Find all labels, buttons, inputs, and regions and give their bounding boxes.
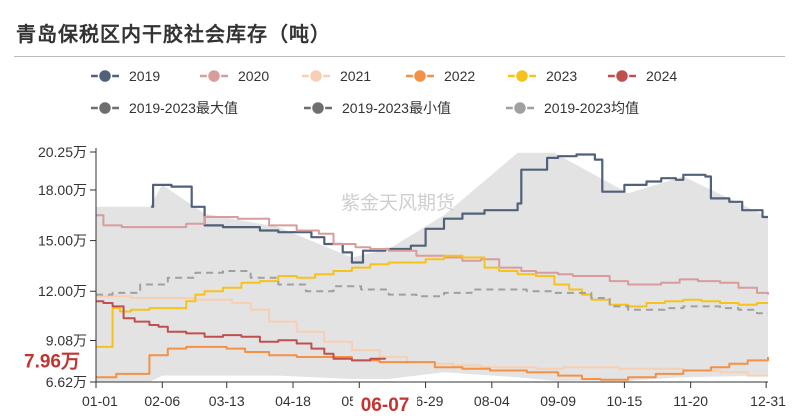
y-tick-label: 9.08万 [46,332,87,348]
legend-item-2021: 2021 [302,68,371,84]
legend-label: 2019-2023最小值 [342,100,451,116]
legend-swatch-dot [97,100,113,116]
x-tick-label: 03-13 [209,393,245,409]
legend-label: 2023 [546,68,577,84]
x-tick-label: 10-15 [606,393,642,409]
legend-swatch-dot [614,68,630,84]
legend: 2019 2020 2021 2022 2023 2024 2019-2023最大值 2019… [91,68,677,116]
series-line-2024 [96,300,387,362]
legend-swatch-dot [512,100,528,116]
series-line-2020 [96,214,769,295]
legend-item-2019-2023最大值: 2019-2023最大值 [91,100,238,116]
legend-item-2022: 2022 [406,68,475,84]
legend-label: 2019-2023最大值 [129,100,238,116]
legend-item-2019-2023最小值: 2019-2023最小值 [304,100,451,116]
y-tick-label: 18.00万 [38,182,87,198]
legend-item-2019-2023均值: 2019-2023均值 [506,100,639,116]
series-line-2019-2023均值 [96,270,768,315]
y-tick-label: 6.62万 [46,374,87,390]
legend-item-2023: 2023 [508,68,577,84]
title-divider [14,56,785,57]
legend-swatch-dot [310,100,326,116]
series-line-2022 [96,345,769,381]
band-layer [96,152,768,382]
legend-item-2024: 2024 [608,68,677,84]
legend-item-2020: 2020 [200,68,269,84]
y-tick-label: 15.00万 [38,233,87,249]
y-highlight-bg [14,347,84,372]
legend-label: 2019 [129,68,160,84]
x-tick-label: 11-20 [673,393,708,409]
series-line-2023 [96,254,768,348]
x-tick-label: 09-09 [540,393,576,409]
legend-swatch-dot [514,68,530,84]
y-tick-label: 12.00万 [38,283,87,299]
legend-label: 2021 [340,68,371,84]
x-tick-label: 08-04 [474,393,510,409]
y-tick-label: 20.25万 [38,144,87,160]
legend-item-2019: 2019 [91,68,160,84]
x-highlight-bg [353,388,418,416]
legend-label: 2020 [238,68,269,84]
legend-label: 2022 [444,68,475,84]
x-tick-label: 04-18 [275,393,311,409]
legend-swatch-dot [412,68,428,84]
legend-swatch-dot [206,68,222,84]
highlight-layer: 7.96万 06-07 [14,347,418,416]
series-line-2019 [151,153,768,264]
series-layer [96,153,769,381]
legend-swatch-dot [97,68,113,84]
x-tick-label: 12-31 [750,393,786,409]
chart-title: 青岛保税区内干胶社会库存（吨） [16,22,331,46]
min-max-band [96,152,768,382]
legend-swatch-dot [308,68,324,84]
x-tick-label: 01-01 [82,393,118,409]
watermark: 紫金天风期货 [341,192,455,214]
legend-label: 2019-2023均值 [544,100,639,116]
x-highlight-label: 06-07 [361,395,410,416]
legend-label: 2024 [646,68,677,84]
y-highlight-label: 7.96万 [24,351,80,372]
x-tick-label: 02-06 [144,393,180,409]
